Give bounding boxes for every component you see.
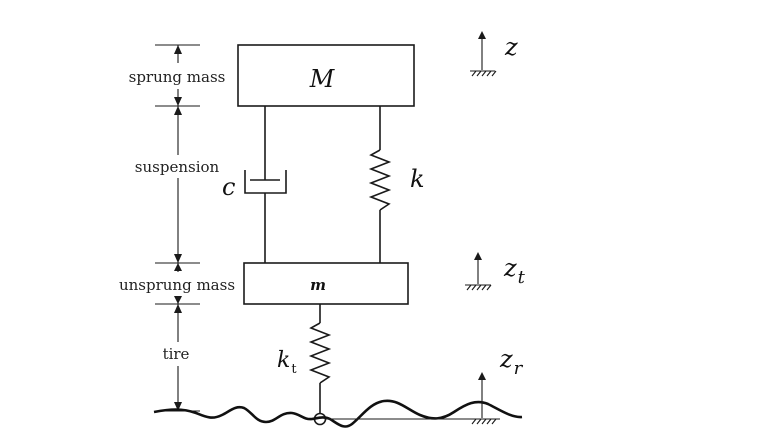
sprung-ground-hatch-icon <box>471 70 497 77</box>
unsprung-mass-label: unsprung mass <box>119 276 235 294</box>
dimension-chain: sprung mass suspension unsprung mass tir… <box>119 44 235 412</box>
tire-spring <box>308 304 332 426</box>
road-displacement-arrowhead-icon <box>478 372 486 380</box>
sprung-displacement-arrowhead-icon <box>478 31 486 39</box>
unsprung-mass-block <box>243 262 409 305</box>
tire-spring-coil <box>308 322 332 384</box>
suspension-dim-arrow-down <box>174 254 182 263</box>
sprung-dim-arrow-up <box>174 45 182 54</box>
road-profile <box>153 399 523 428</box>
sprung-mass-block <box>237 44 415 107</box>
road-displacement-label: zr <box>499 345 524 379</box>
road-displacement-subscript: r <box>514 358 524 379</box>
sprung-displacement-base: z <box>504 33 518 61</box>
damper-symbol: c <box>222 173 235 201</box>
road-displacement-indicator <box>470 372 500 425</box>
tire-dim-arrow-up <box>174 304 182 313</box>
tire-spring-subscript: t <box>291 362 297 377</box>
unsprung-displacement-indicator <box>465 252 492 291</box>
tire-label: tire <box>163 345 190 363</box>
sprung-mass-symbol: M <box>309 65 336 93</box>
spring-symbol: k <box>410 165 425 193</box>
unsprung-dim-arrow-down <box>174 296 182 304</box>
tire-spring-symbol: kt <box>277 348 297 377</box>
sprung-mass-label: sprung mass <box>129 68 226 86</box>
unsprung-dim-arrow-up <box>174 263 182 271</box>
damper <box>244 106 287 263</box>
road-ground-hatch-icon <box>471 418 497 425</box>
sprung-dim-arrow-down <box>174 97 182 106</box>
road-displacement-base: z <box>499 345 513 373</box>
unsprung-mass-symbol: m <box>310 276 326 294</box>
suspension-dim-arrow-up <box>174 106 182 115</box>
sprung-displacement-label: z <box>504 33 518 61</box>
unsprung-displacement-label: zt <box>503 254 526 288</box>
tire-dim-arrow-down <box>174 402 182 411</box>
suspension-label: suspension <box>135 158 220 176</box>
unsprung-displacement-base: z <box>503 254 517 282</box>
unsprung-ground-hatch-icon <box>466 284 492 291</box>
spring-coil <box>368 149 392 211</box>
unsprung-displacement-subscript: t <box>518 267 526 288</box>
suspension-spring <box>368 106 392 263</box>
unsprung-displacement-arrowhead-icon <box>474 252 482 260</box>
tire-spring-base: k <box>277 348 290 373</box>
sprung-displacement-indicator <box>470 31 497 77</box>
